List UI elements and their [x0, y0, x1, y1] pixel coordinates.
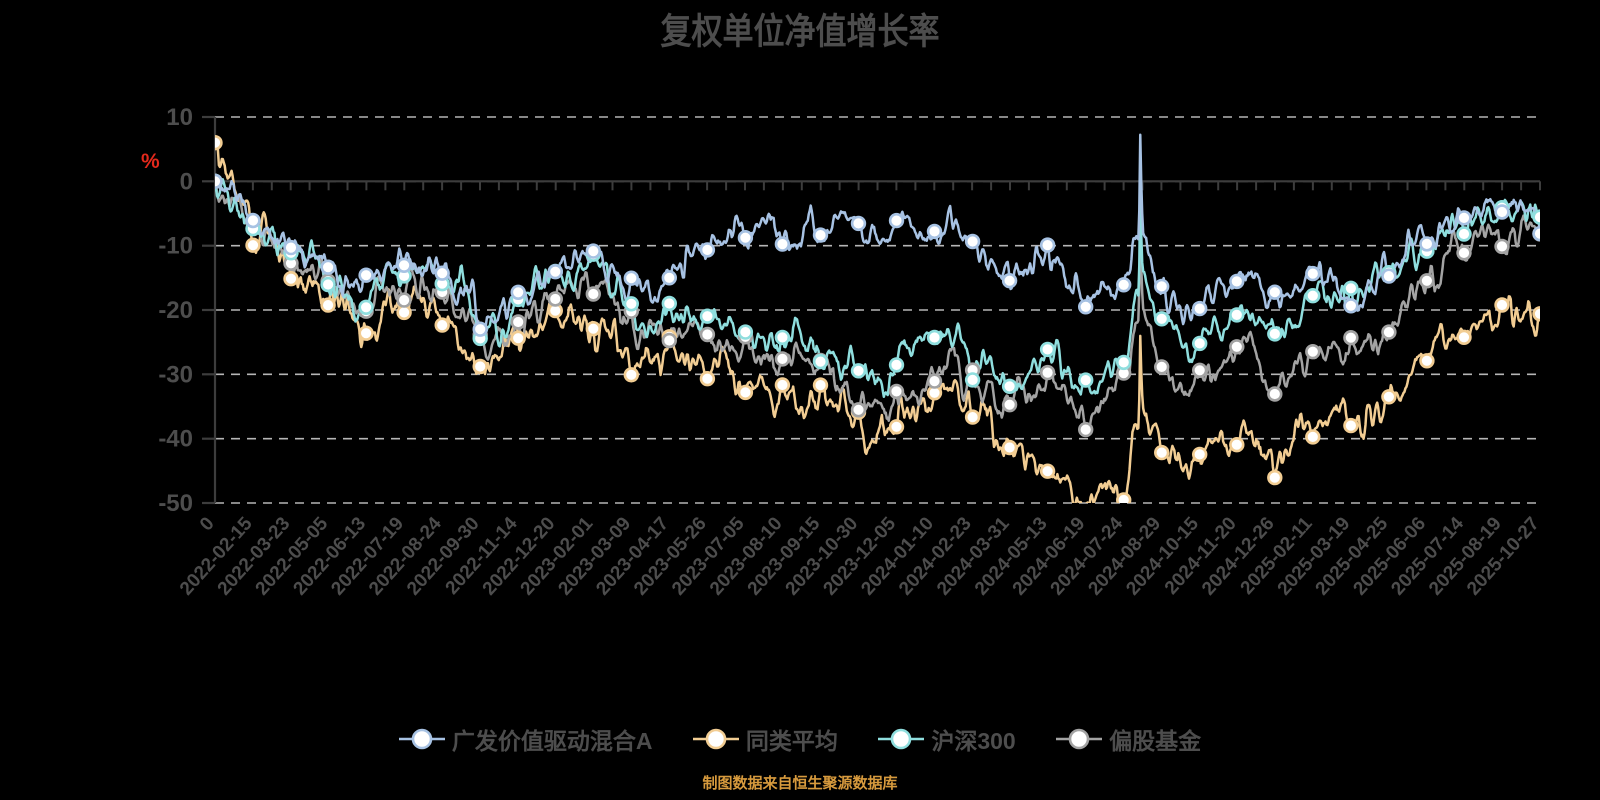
- svg-text:2022-08-24: 2022-08-24: [365, 513, 446, 600]
- svg-text:2022-02-15: 2022-02-15: [176, 513, 257, 600]
- svg-text:2022-07-19: 2022-07-19: [327, 513, 408, 599]
- svg-text:2024-02-23: 2024-02-23: [895, 513, 976, 599]
- svg-text:2023-02-01: 2023-02-01: [517, 513, 598, 600]
- svg-text:2023-05-26: 2023-05-26: [630, 513, 711, 599]
- svg-text:0: 0: [196, 513, 219, 535]
- svg-text:2025-06-06: 2025-06-06: [1349, 513, 1430, 599]
- svg-text:-20: -20: [158, 297, 193, 324]
- svg-text:2023-04-17: 2023-04-17: [592, 513, 673, 599]
- svg-text:10: 10: [166, 104, 193, 131]
- svg-text:2022-12-20: 2022-12-20: [479, 513, 560, 599]
- svg-text:2024-11-20: 2024-11-20: [1161, 513, 1241, 599]
- svg-text:2022-03-23: 2022-03-23: [214, 513, 295, 599]
- svg-text:2023-03-09: 2023-03-09: [554, 513, 635, 599]
- svg-text:2024-10-15: 2024-10-15: [1122, 513, 1203, 600]
- svg-text:2024-05-13: 2024-05-13: [971, 513, 1052, 599]
- svg-text:-30: -30: [158, 361, 193, 388]
- svg-text:2025-02-11: 2025-02-11: [1237, 513, 1317, 599]
- svg-text:2024-08-29: 2024-08-29: [1084, 513, 1165, 599]
- svg-text:2024-07-24: 2024-07-24: [1047, 513, 1128, 600]
- svg-text:-50: -50: [158, 490, 193, 517]
- svg-text:2023-08-10: 2023-08-10: [706, 513, 787, 599]
- svg-text:-40: -40: [158, 426, 193, 453]
- svg-text:2022-06-13: 2022-06-13: [289, 513, 370, 599]
- svg-text:2025-10-27: 2025-10-27: [1463, 513, 1544, 599]
- svg-text:2024-01-10: 2024-01-10: [857, 513, 938, 599]
- svg-text:2024-12-26: 2024-12-26: [1198, 513, 1279, 599]
- svg-text:2022-09-30: 2022-09-30: [403, 513, 484, 599]
- svg-text:0: 0: [180, 168, 193, 195]
- svg-text:2023-09-15: 2023-09-15: [744, 513, 825, 600]
- svg-text:2022-11-14: 2022-11-14: [442, 513, 522, 599]
- svg-text:2023-12-05: 2023-12-05: [819, 513, 900, 600]
- svg-text:2023-07-05: 2023-07-05: [668, 513, 749, 600]
- svg-text:2024-03-31: 2024-03-31: [933, 513, 1014, 600]
- svg-text:2022-05-05: 2022-05-05: [252, 513, 333, 600]
- svg-text:2025-08-19: 2025-08-19: [1425, 513, 1506, 599]
- svg-text:-10: -10: [158, 233, 193, 260]
- svg-text:2024-06-19: 2024-06-19: [1009, 513, 1090, 599]
- svg-text:2025-04-25: 2025-04-25: [1312, 513, 1393, 600]
- svg-text:2025-03-19: 2025-03-19: [1274, 513, 1355, 599]
- svg-text:2025-07-14: 2025-07-14: [1387, 513, 1468, 600]
- svg-text:2023-10-30: 2023-10-30: [782, 513, 863, 599]
